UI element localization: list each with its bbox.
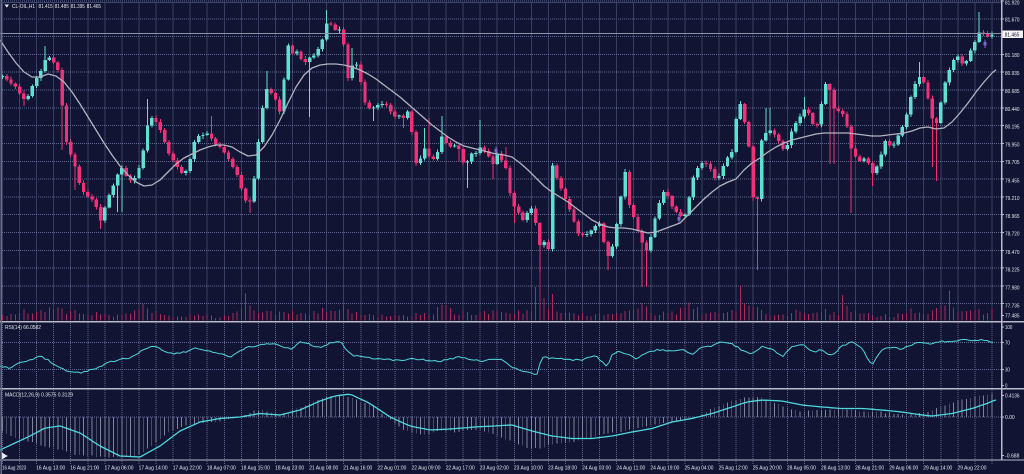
svg-text:30: 30 (1005, 368, 1010, 374)
svg-text:77.980: 77.980 (1005, 286, 1020, 292)
svg-text:24 Aug 11:00: 24 Aug 11:00 (616, 465, 645, 471)
svg-text:RSI(14) 66.0582: RSI(14) 66.0582 (5, 325, 41, 331)
svg-text:28 Aug 13:00: 28 Aug 13:00 (821, 465, 850, 471)
svg-text:21 Aug 16:00: 21 Aug 16:00 (343, 465, 372, 471)
svg-text:18 Aug 07:00: 18 Aug 07:00 (207, 465, 236, 471)
svg-text:81.395: 81.395 (71, 4, 85, 10)
svg-text:25 Aug 20:00: 25 Aug 20:00 (753, 465, 782, 471)
svg-text:23 Aug 02:00: 23 Aug 02:00 (480, 465, 509, 471)
svg-text:21 Aug 08:00: 21 Aug 08:00 (309, 465, 338, 471)
svg-text:100: 100 (1005, 325, 1012, 331)
svg-text:18 Aug 23:00: 18 Aug 23:00 (275, 465, 304, 471)
svg-text:24 Aug 03:00: 24 Aug 03:00 (582, 465, 611, 471)
svg-text:80.685: 80.685 (1005, 89, 1020, 95)
svg-text:23 Aug 18:00: 23 Aug 18:00 (548, 465, 577, 471)
svg-text:16 Aug 21:00: 16 Aug 21:00 (70, 465, 99, 471)
svg-text:79.950: 79.950 (1005, 142, 1020, 148)
svg-text:28 Aug 21:00: 28 Aug 21:00 (855, 465, 884, 471)
svg-text:77.485: 77.485 (1005, 314, 1020, 320)
svg-text:78.965: 78.965 (1005, 214, 1020, 220)
svg-text:0: 0 (1005, 384, 1007, 390)
svg-text:0.4136: 0.4136 (1005, 394, 1020, 400)
svg-text:29 Aug 22:00: 29 Aug 22:00 (958, 465, 987, 471)
svg-text:70: 70 (1005, 341, 1010, 347)
svg-text:78.720: 78.720 (1005, 232, 1020, 238)
svg-text:28 Aug 05:00: 28 Aug 05:00 (787, 465, 816, 471)
svg-text:80.935: 80.935 (1005, 71, 1020, 77)
svg-text:17 Aug 06:00: 17 Aug 06:00 (105, 465, 134, 471)
svg-text:29 Aug 14:00: 29 Aug 14:00 (923, 465, 952, 471)
svg-text:CL-OIL,H1: CL-OIL,H1 (12, 4, 35, 10)
svg-text:79.705: 79.705 (1005, 160, 1020, 166)
svg-text:22 Aug 09:00: 22 Aug 09:00 (412, 465, 441, 471)
svg-text:22 Aug 01:00: 22 Aug 01:00 (377, 465, 406, 471)
svg-text:MACD(12,26,9) 0.3575 0.3129: MACD(12,26,9) 0.3575 0.3129 (5, 392, 73, 398)
svg-text:78.225: 78.225 (1005, 268, 1020, 274)
svg-text:81.670: 81.670 (1005, 17, 1020, 23)
svg-text:0.00: 0.00 (1005, 415, 1015, 421)
svg-text:23 Aug 10:00: 23 Aug 10:00 (514, 465, 543, 471)
svg-text:17 Aug 14:00: 17 Aug 14:00 (139, 465, 168, 471)
svg-text:78.470: 78.470 (1005, 250, 1020, 256)
svg-text:81.465: 81.465 (87, 4, 101, 10)
svg-text:16 Aug 2023: 16 Aug 2023 (2, 465, 26, 471)
svg-text:79.455: 79.455 (1005, 178, 1020, 184)
svg-text:25 Aug 04:00: 25 Aug 04:00 (685, 465, 714, 471)
svg-text:25 Aug 12:00: 25 Aug 12:00 (719, 465, 748, 471)
svg-text:81.920: 81.920 (1005, 1, 1020, 7)
svg-text:29 Aug 06:00: 29 Aug 06:00 (889, 465, 918, 471)
svg-text:81.465: 81.465 (1005, 33, 1020, 39)
svg-text:17 Aug 22:00: 17 Aug 22:00 (173, 465, 202, 471)
svg-text:22 Aug 17:00: 22 Aug 17:00 (446, 465, 475, 471)
svg-text:80.195: 80.195 (1005, 125, 1020, 131)
svg-text:24 Aug 19:00: 24 Aug 19:00 (650, 465, 679, 471)
svg-text:81.415: 81.415 (39, 4, 53, 10)
svg-text:81.180: 81.180 (1005, 53, 1020, 59)
svg-text:77.735: 77.735 (1005, 303, 1020, 309)
svg-text:80.440: 80.440 (1005, 107, 1020, 113)
svg-text:79.210: 79.210 (1005, 196, 1020, 202)
svg-text:-0.688: -0.688 (1005, 454, 1020, 460)
svg-text:18 Aug 15:00: 18 Aug 15:00 (241, 465, 270, 471)
svg-text:16 Aug 13:00: 16 Aug 13:00 (36, 465, 65, 471)
svg-text:81.485: 81.485 (55, 4, 69, 10)
